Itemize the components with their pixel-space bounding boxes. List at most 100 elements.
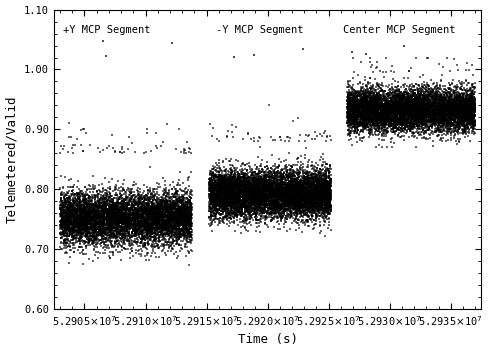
Point <box>357 109 365 114</box>
Point <box>269 137 277 143</box>
Point <box>181 213 188 219</box>
Point <box>93 229 101 235</box>
Point <box>226 183 234 189</box>
Point <box>116 235 124 241</box>
Point <box>379 102 387 108</box>
Point <box>99 204 107 210</box>
Point <box>120 210 127 215</box>
Point <box>422 113 430 119</box>
Point <box>243 188 250 193</box>
Point <box>104 218 112 223</box>
Point <box>168 200 176 206</box>
Point <box>253 197 261 203</box>
Point <box>282 191 290 197</box>
Point <box>390 124 398 129</box>
Point <box>457 104 464 109</box>
Point <box>217 197 225 203</box>
Point <box>247 186 255 192</box>
Point <box>155 206 163 212</box>
Point <box>402 127 410 133</box>
Point <box>87 204 95 210</box>
Point <box>291 216 299 222</box>
Point <box>459 102 466 108</box>
Point <box>238 209 246 215</box>
Point <box>428 114 436 119</box>
Point <box>454 119 461 124</box>
Point <box>220 186 228 191</box>
Point <box>292 186 300 192</box>
Point <box>245 201 253 207</box>
Point <box>394 111 402 117</box>
Point <box>362 112 369 117</box>
Point <box>382 121 390 127</box>
Point <box>296 177 304 183</box>
Point <box>286 174 294 180</box>
Point <box>451 93 459 99</box>
Point <box>239 199 247 205</box>
Point <box>114 201 122 207</box>
Point <box>106 203 114 209</box>
Point <box>66 225 74 230</box>
Point <box>437 114 445 119</box>
Point <box>427 100 435 106</box>
Point <box>390 111 398 117</box>
Point <box>186 208 194 214</box>
Point <box>135 227 143 233</box>
Point <box>217 196 225 202</box>
Point <box>403 109 411 114</box>
Point <box>116 220 124 226</box>
Point <box>205 181 213 187</box>
Point <box>300 194 308 200</box>
Point <box>349 105 357 111</box>
Point <box>405 106 413 112</box>
Point <box>287 173 295 178</box>
Point <box>422 96 430 102</box>
Point <box>389 118 397 124</box>
Point <box>422 114 430 119</box>
Point <box>428 104 436 109</box>
Point <box>215 195 223 200</box>
Point <box>271 194 279 199</box>
Point <box>105 209 113 215</box>
Point <box>295 204 303 209</box>
Point <box>80 215 88 221</box>
Point <box>146 198 154 204</box>
Point <box>381 106 389 112</box>
Point <box>373 102 381 108</box>
Point <box>95 225 103 230</box>
Point <box>87 198 95 204</box>
Point <box>126 207 134 213</box>
Point <box>416 98 424 104</box>
Point <box>82 231 90 237</box>
Point <box>354 102 362 107</box>
Point <box>75 186 83 192</box>
Point <box>325 200 333 205</box>
Point <box>429 144 436 149</box>
Point <box>68 197 76 203</box>
Point <box>69 199 77 204</box>
Point <box>110 213 118 219</box>
Point <box>180 227 187 232</box>
Point <box>85 206 92 212</box>
Point <box>323 197 331 203</box>
Point <box>149 201 157 207</box>
Point <box>394 100 401 105</box>
Point <box>306 201 314 206</box>
Point <box>374 95 382 100</box>
Point <box>272 196 280 201</box>
Point <box>387 116 395 122</box>
Point <box>244 174 252 180</box>
Point <box>133 217 141 222</box>
Point <box>276 206 283 212</box>
Point <box>256 184 264 190</box>
Point <box>428 97 435 103</box>
Point <box>166 212 174 217</box>
Point <box>385 104 393 109</box>
Point <box>187 212 195 218</box>
Point <box>245 208 252 213</box>
Point <box>287 199 295 204</box>
Point <box>105 229 113 234</box>
Point <box>347 122 355 127</box>
Point <box>345 113 353 119</box>
Point <box>293 183 301 189</box>
